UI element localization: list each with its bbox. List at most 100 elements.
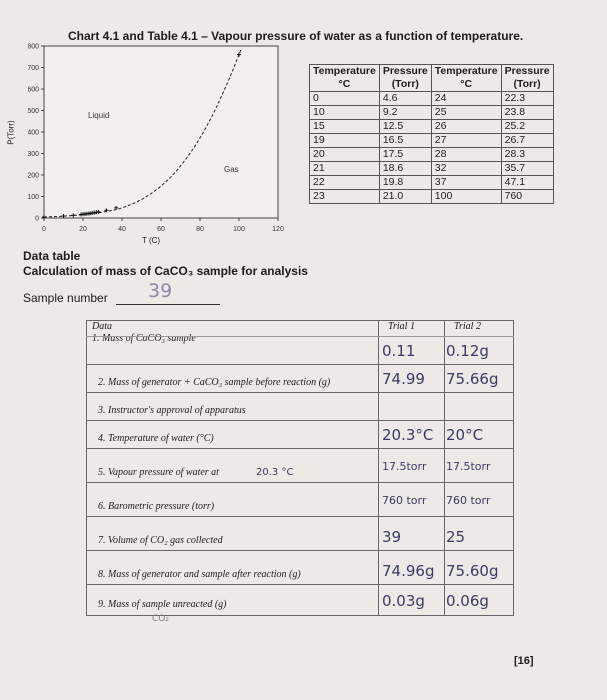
table-cell: 23.8 [500,105,554,120]
data-form: Data Trial 1 Trial 2 1. Mass of CaCO₃ sampl… [86,320,514,624]
table-cell: 22 [309,175,380,190]
form-row-divider [86,448,514,449]
table-cell: 21 [309,161,380,176]
plot-frame [43,45,279,219]
form-row-trial2: 0.12g [446,342,489,360]
y-tick-label: 500 [28,108,39,115]
table-row: 10 9.2 25 23.8 [309,105,554,120]
form-row-divider [86,482,514,483]
form-row-label: 2. Mass of generator + CaCO₃ sample befo… [98,377,331,388]
y-tick-label: 400 [28,130,39,137]
form-row-trial2: 75.66g [446,370,499,388]
form-row-divider [86,420,514,421]
table-cell: 19 [309,133,380,148]
form-row-divider [86,364,514,365]
table-cell: 35.7 [500,161,554,176]
table-cell: 4.6 [378,91,432,106]
table-cell: 100 [430,189,502,204]
form-row-trial1: 74.96g [382,562,435,580]
sample-number-label: Sample number [23,291,108,305]
x-tick-label: 80 [196,226,204,233]
y-tick-label: 600 [28,87,39,94]
region-label-gas: Gas [224,165,239,174]
table-row: 0 4.6 24 22.3 [309,91,554,106]
table-cell: 23 [309,189,380,204]
page-number: [16] [514,655,534,667]
table-cell: 760 [500,189,554,204]
table-row: 20 17.5 28 28.3 [309,147,554,162]
table-cell: 10 [309,105,380,120]
table-cell: 16.5 [378,133,432,148]
form-row-extra: 20.3 °C [256,467,294,478]
form-row-trial2: 17.5torr [446,460,491,473]
x-tick-label: 120 [272,226,284,233]
table-row: 23 21.0 100 760 [309,189,554,204]
table-cell: 20 [309,147,380,162]
y-tick-label: 200 [28,173,39,180]
chart-points [42,52,241,220]
table-cell: 18.6 [378,161,432,176]
form-row-trial1: 760 torr [382,494,427,507]
chart-title: Chart 4.1 and Table 4.1 – Vapour pressur… [68,29,524,43]
form-row-trial2: 20°C [446,426,484,444]
form-header-data: Data [92,321,112,332]
x-axis-label: T (C) [142,236,161,245]
table-cell: 19.8 [378,175,432,190]
form-row-divider [86,392,514,393]
form-header-divider [86,336,514,337]
form-row-trial2: 0.06g [446,592,489,610]
form-row-trial1: 74.99 [382,370,425,388]
form-row-divider [86,550,514,551]
table-header-row: Temperature °C Pressure (Torr) Temperature °C… [309,64,554,92]
x-tick-label: 100 [233,226,245,233]
table-header-cell: Temperature °C [309,64,380,92]
table-cell: 15 [309,119,380,134]
chart-axes [43,45,279,219]
table-cell: 25.2 [500,119,554,134]
y-tick-label: 100 [28,194,39,201]
table-cell: 22.3 [500,91,554,106]
form-row-divider [86,584,514,585]
form-row-trial1: 20.3°C [382,426,434,444]
form-row-label: 5. Vapour pressure of water at [98,467,219,478]
form-row-divider [86,516,514,517]
sample-number-value: 39 [148,280,173,302]
x-tick-label: 20 [79,226,87,233]
column-divider [444,320,445,616]
form-row-trial2: 75.60g [446,562,499,580]
form-row-trial1: 17.5torr [382,460,427,473]
table-cell: 47.1 [500,175,554,190]
table-cell: 26 [430,119,502,134]
form-row-label: 3. Instructor's approval of apparatus [98,405,246,416]
vapour-pressure-chart: 0 20 40 60 80 100 120 0 100 200 300 400 500 600 700 800… [28,44,284,234]
table-header-cell: Pressure (Torr) [500,64,554,92]
table-cell: 0 [309,91,380,106]
y-tick-label: 700 [28,65,39,72]
table-cell: 37 [430,175,502,190]
form-row-label: 9. Mass of sample unreacted (g) [98,599,227,610]
table-row: 15 12.5 26 25.2 [309,119,554,134]
form-row-sub: CO₂ [152,614,169,624]
table-header-cell: Temperature °C [430,64,502,92]
form-row-trial2: 760 torr [446,494,491,507]
table-cell: 21.0 [378,189,432,204]
table-cell: 28.3 [500,147,554,162]
form-row-trial1: 0.03g [382,592,425,610]
x-tick-label: 40 [118,226,126,233]
form-row-label: 1. Mass of CaCO₃ sample [92,333,196,344]
table-cell: 17.5 [378,147,432,162]
form-row-trial1: 39 [382,528,402,546]
form-header-trial1: Trial 1 [388,321,415,332]
column-divider [378,320,379,616]
chart-ticks: 0 20 40 60 80 100 120 0 100 200 300 400 500 600 700 800 [28,44,284,234]
form-header-trial2: Trial 2 [454,321,481,332]
table-cell: 28 [430,147,502,162]
form-row-trial1: 0.11 [382,342,416,360]
chart-curve [43,49,242,218]
table-row: 19 16.5 27 26.7 [309,133,554,148]
table-cell: 26.7 [500,133,554,148]
table-cell: 24 [430,91,502,106]
sample-number-line [116,304,220,305]
table-cell: 32 [430,161,502,176]
form-row-label: 8. Mass of generator and sample after re… [98,569,301,580]
